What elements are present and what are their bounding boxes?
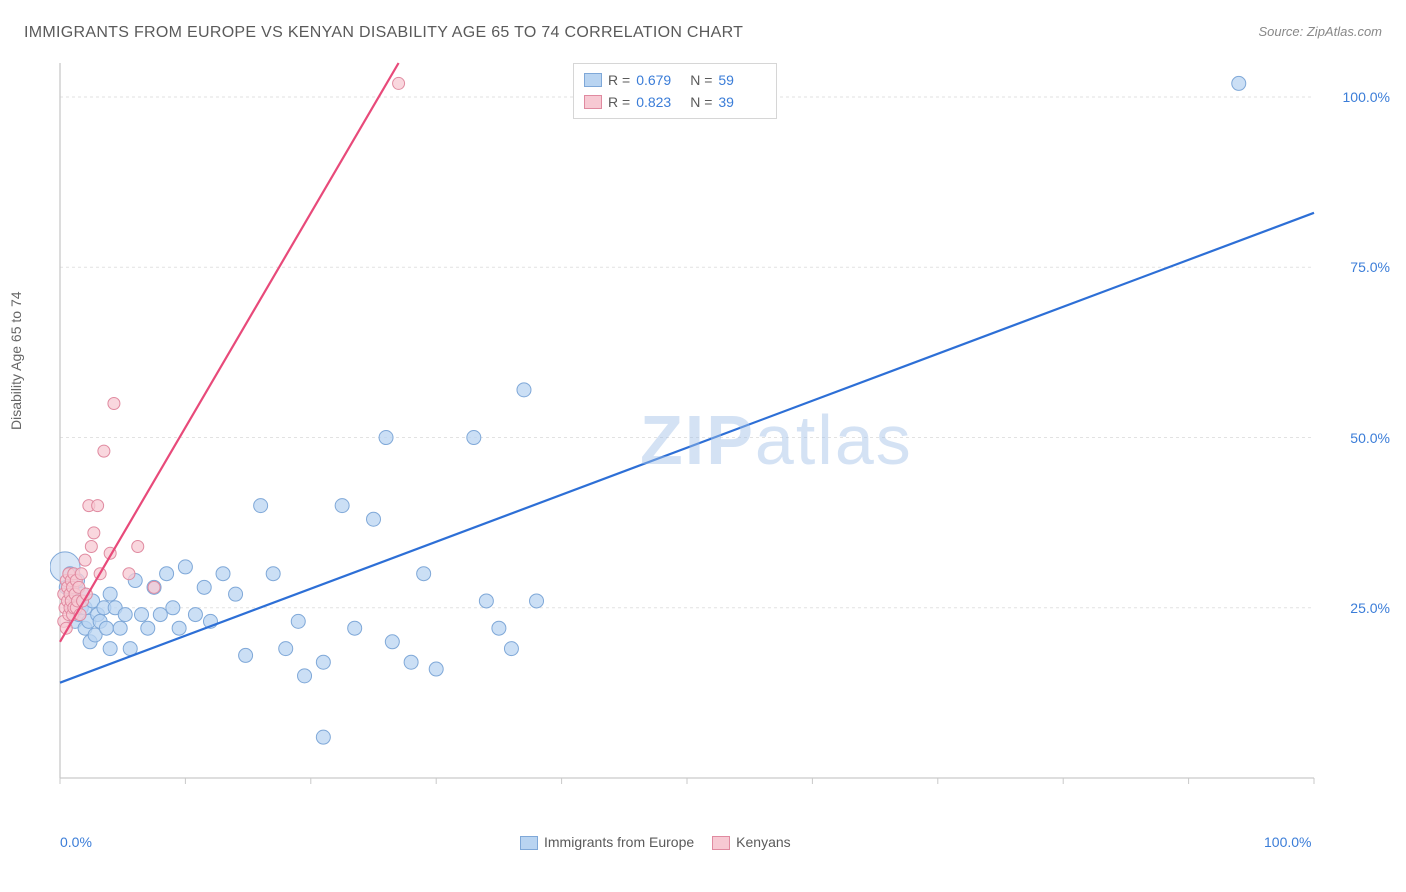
x-tick-label: 0.0%: [60, 834, 92, 850]
legend-swatch: [520, 836, 538, 850]
series-legend: Immigrants from Europe Kenyans: [520, 834, 791, 850]
n-value: 59: [718, 72, 766, 88]
legend-swatch: [584, 73, 602, 87]
x-tick-label: 100.0%: [1264, 834, 1311, 850]
y-tick-label: 25.0%: [1350, 600, 1390, 616]
legend-item: Kenyans: [712, 834, 790, 850]
r-label: R =: [608, 94, 630, 110]
chart-title: IMMIGRANTS FROM EUROPE VS KENYAN DISABIL…: [24, 24, 743, 42]
y-tick-label: 75.0%: [1350, 259, 1390, 275]
y-tick-label: 50.0%: [1350, 430, 1390, 446]
n-label: N =: [690, 72, 712, 88]
n-value: 39: [718, 94, 766, 110]
legend-swatch: [712, 836, 730, 850]
scatter-chart: [50, 58, 1390, 798]
legend-row: R = 0.823 N = 39: [584, 91, 766, 113]
y-axis-label: Disability Age 65 to 74: [8, 291, 24, 430]
legend-label: Immigrants from Europe: [544, 834, 694, 850]
n-label: N =: [690, 94, 712, 110]
correlation-legend: R = 0.679 N = 59 R = 0.823 N = 39: [573, 63, 777, 119]
legend-item: Immigrants from Europe: [520, 834, 694, 850]
r-label: R =: [608, 72, 630, 88]
legend-label: Kenyans: [736, 834, 790, 850]
r-value: 0.823: [636, 94, 684, 110]
source-attribution: Source: ZipAtlas.com: [1258, 24, 1382, 39]
y-tick-label: 100.0%: [1343, 89, 1390, 105]
plot-area: [50, 58, 1390, 798]
r-value: 0.679: [636, 72, 684, 88]
legend-row: R = 0.679 N = 59: [584, 69, 766, 91]
legend-swatch: [584, 95, 602, 109]
